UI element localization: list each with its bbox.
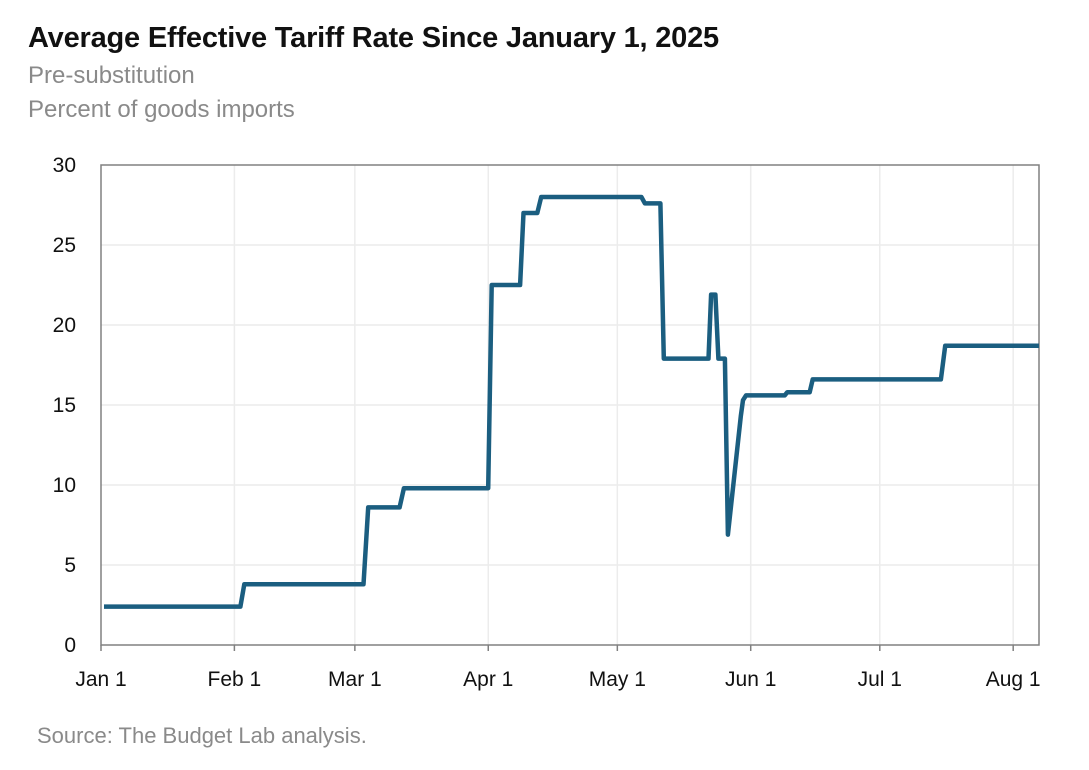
x-tick-label-2: Mar 1 <box>328 668 382 691</box>
chart-title: Average Effective Tariff Rate Since Janu… <box>28 22 719 54</box>
x-tick-label-7: Aug 1 <box>986 668 1041 691</box>
plot-area-frame <box>100 164 1040 646</box>
y-tick-label-0: 0 <box>64 634 76 657</box>
y-tick-label-2: 10 <box>53 474 76 497</box>
gridlines <box>101 165 1039 645</box>
y-axis-ticks: 0 5 10 15 20 25 30 <box>53 154 76 657</box>
y-axis-unit-label: Percent of goods imports <box>28 96 295 123</box>
y-tick-label-6: 30 <box>53 154 76 177</box>
y-tick-label-3: 15 <box>53 394 76 417</box>
source-note: Source: The Budget Lab analysis. <box>37 723 367 748</box>
x-axis-ticks: Jan 1 Feb 1 Mar 1 Apr 1 May 1 Jun 1 Jul 1 Aug 1 <box>75 645 1041 691</box>
x-tick-label-4: May 1 <box>589 668 646 691</box>
x-tick-label-6: Jul 1 <box>858 668 902 691</box>
x-tick-label-5: Jun 1 <box>725 668 776 691</box>
y-tick-label-5: 25 <box>53 234 76 257</box>
y-tick-label-1: 5 <box>64 554 76 577</box>
x-tick-label-3: Apr 1 <box>463 668 513 691</box>
y-tick-label-4: 20 <box>53 314 76 337</box>
x-tick-label-0: Jan 1 <box>75 668 126 691</box>
series-line-0 <box>104 194 1039 609</box>
series-layer <box>104 194 1039 609</box>
chart-subtitle: Pre-substitution <box>28 62 195 89</box>
x-tick-label-1: Feb 1 <box>208 668 262 691</box>
